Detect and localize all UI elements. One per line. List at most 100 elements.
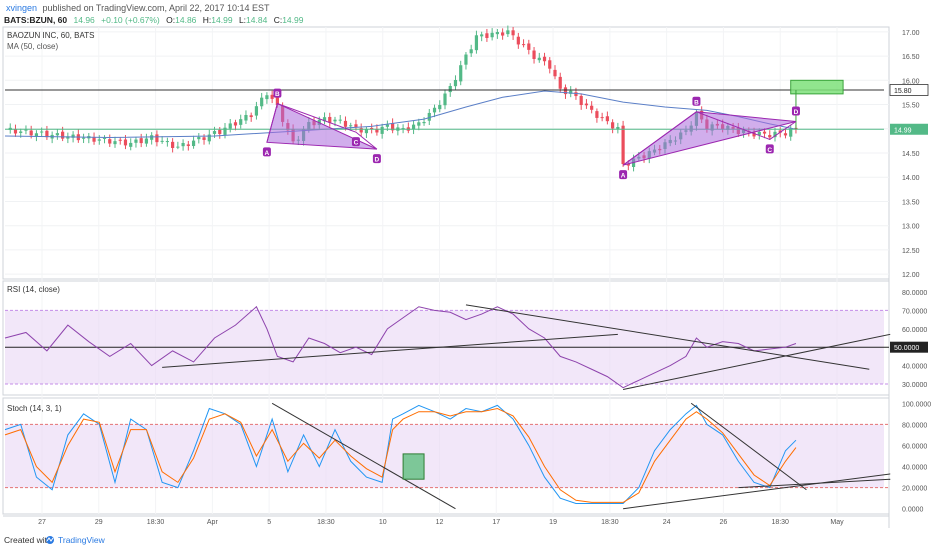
time-tick-label: Apr — [207, 519, 219, 526]
time-tick-label: 5 — [267, 519, 271, 526]
candle-body — [495, 32, 499, 35]
price-tick-label: 14.50 — [902, 151, 920, 158]
tradingview-brand[interactable]: TradingView — [58, 535, 106, 545]
time-scale[interactable]: 27 29 18:30 Apr 5 18:30 10 12 17 19 18:30 24 26 18:30… — [38, 519, 844, 526]
candle-body — [385, 124, 389, 127]
pattern-point-label: D — [375, 157, 380, 164]
candle-body — [380, 126, 384, 134]
time-tick-label: 26 — [720, 519, 728, 526]
rsi-trendline — [465, 304, 870, 370]
candle-body — [160, 140, 164, 142]
stoch-tick-label: 40.0000 — [902, 465, 927, 472]
target-box — [790, 79, 844, 95]
stoch-tick-label: 0.0000 — [902, 507, 924, 514]
time-tick-label: 10 — [379, 519, 387, 526]
candle-body — [600, 117, 604, 119]
candle-body — [118, 139, 122, 141]
candle-body — [411, 124, 416, 130]
pattern-point-label: D — [794, 109, 799, 116]
price-scale[interactable]: 12.0012.5013.0013.5014.0014.5015.0015.50… — [902, 30, 931, 514]
ma50-line — [4, 90, 797, 138]
candle-body — [432, 107, 437, 113]
candle-body — [773, 131, 777, 138]
candle-body — [239, 119, 243, 125]
candle-body — [359, 128, 363, 133]
time-tick-label: 18:30 — [147, 519, 165, 526]
svg-text:xvingen published on Tradi: xvingen published on TradingView.com, Ap… — [6, 3, 270, 13]
stoch-trendline — [690, 402, 807, 491]
rsi-trendline — [162, 333, 618, 368]
candle-body — [354, 124, 358, 127]
candle-body — [233, 122, 238, 126]
candle-body — [401, 128, 405, 130]
candle-body — [55, 133, 59, 136]
abcd-pattern-1 — [266, 102, 378, 150]
candle-body — [448, 86, 452, 93]
candle-body — [181, 142, 185, 147]
candle-body — [762, 131, 767, 134]
created-with-label: Created with — [4, 535, 52, 545]
price-tick-label: 14.00 — [902, 175, 920, 182]
candle-body — [108, 139, 112, 144]
price-tag-last: 14.99 — [894, 127, 912, 134]
candle-body — [485, 33, 489, 38]
pattern-point-marker — [765, 144, 774, 154]
stoch-tick-label: 60.0000 — [902, 443, 927, 450]
rsi-tick-label: 40.0000 — [902, 364, 927, 371]
pattern-point-label: B — [275, 91, 280, 98]
candle-body — [129, 142, 133, 147]
candle-body — [480, 34, 484, 37]
svg-text:BATS:BZUN, 60 14.96 +0: BATS:BZUN, 60 14.96 +0.10 (+0.67%) O:14.… — [4, 15, 304, 25]
candle-body — [417, 122, 421, 126]
candle-body — [244, 114, 248, 121]
candle-body — [516, 36, 520, 45]
last-price: 14.96 — [74, 15, 96, 25]
candle-body — [71, 134, 75, 138]
candle-body — [29, 130, 33, 136]
stoch-highlight-box — [402, 453, 425, 480]
rsi-trendline — [622, 333, 891, 390]
stoch-trendline — [623, 473, 891, 510]
candle-body — [275, 97, 279, 105]
author-name[interactable]: xvingen — [6, 3, 37, 13]
candle-body — [527, 43, 531, 50]
candle-body — [186, 144, 190, 146]
time-tick-label: 29 — [95, 519, 103, 526]
rsi-tick-label: 60.0000 — [902, 327, 927, 334]
oscillator-bands — [5, 309, 889, 489]
time-tick-label: 18:30 — [771, 519, 789, 526]
time-tick-label: 18:30 — [317, 519, 335, 526]
candle-body — [102, 137, 107, 139]
candle-body — [459, 65, 463, 82]
candle-body — [81, 137, 86, 139]
candle-body — [364, 129, 369, 134]
stoch-band — [5, 424, 884, 488]
candle-body — [265, 95, 269, 100]
candle-body — [532, 50, 536, 59]
tradingview-logo-icon — [46, 536, 54, 544]
candle-body — [752, 132, 756, 137]
candle-body — [212, 131, 217, 134]
candle-body — [113, 141, 117, 145]
candle-body — [464, 54, 468, 65]
candle-body — [165, 141, 169, 143]
pattern-point-label: C — [354, 140, 359, 147]
candle-body — [778, 130, 782, 133]
candle-body — [123, 139, 128, 146]
price-tag-upper-bg — [889, 84, 929, 96]
rsi-tick-label: 70.0000 — [902, 308, 927, 315]
candle-body — [501, 32, 505, 36]
pattern-point-marker — [791, 106, 800, 116]
time-tick-label: 27 — [38, 519, 46, 526]
candle-body — [144, 138, 149, 144]
candle-body — [40, 131, 44, 133]
candle-body — [626, 163, 630, 166]
price-tick-label: 12.00 — [902, 272, 920, 279]
candle-body — [24, 129, 28, 131]
stoch-pane-title: Stoch (14, 3, 1) — [7, 404, 62, 413]
stoch-k-line — [4, 404, 797, 504]
candle-body — [537, 57, 541, 61]
price-tick-label: 13.00 — [902, 224, 920, 231]
candle-body — [422, 121, 426, 124]
